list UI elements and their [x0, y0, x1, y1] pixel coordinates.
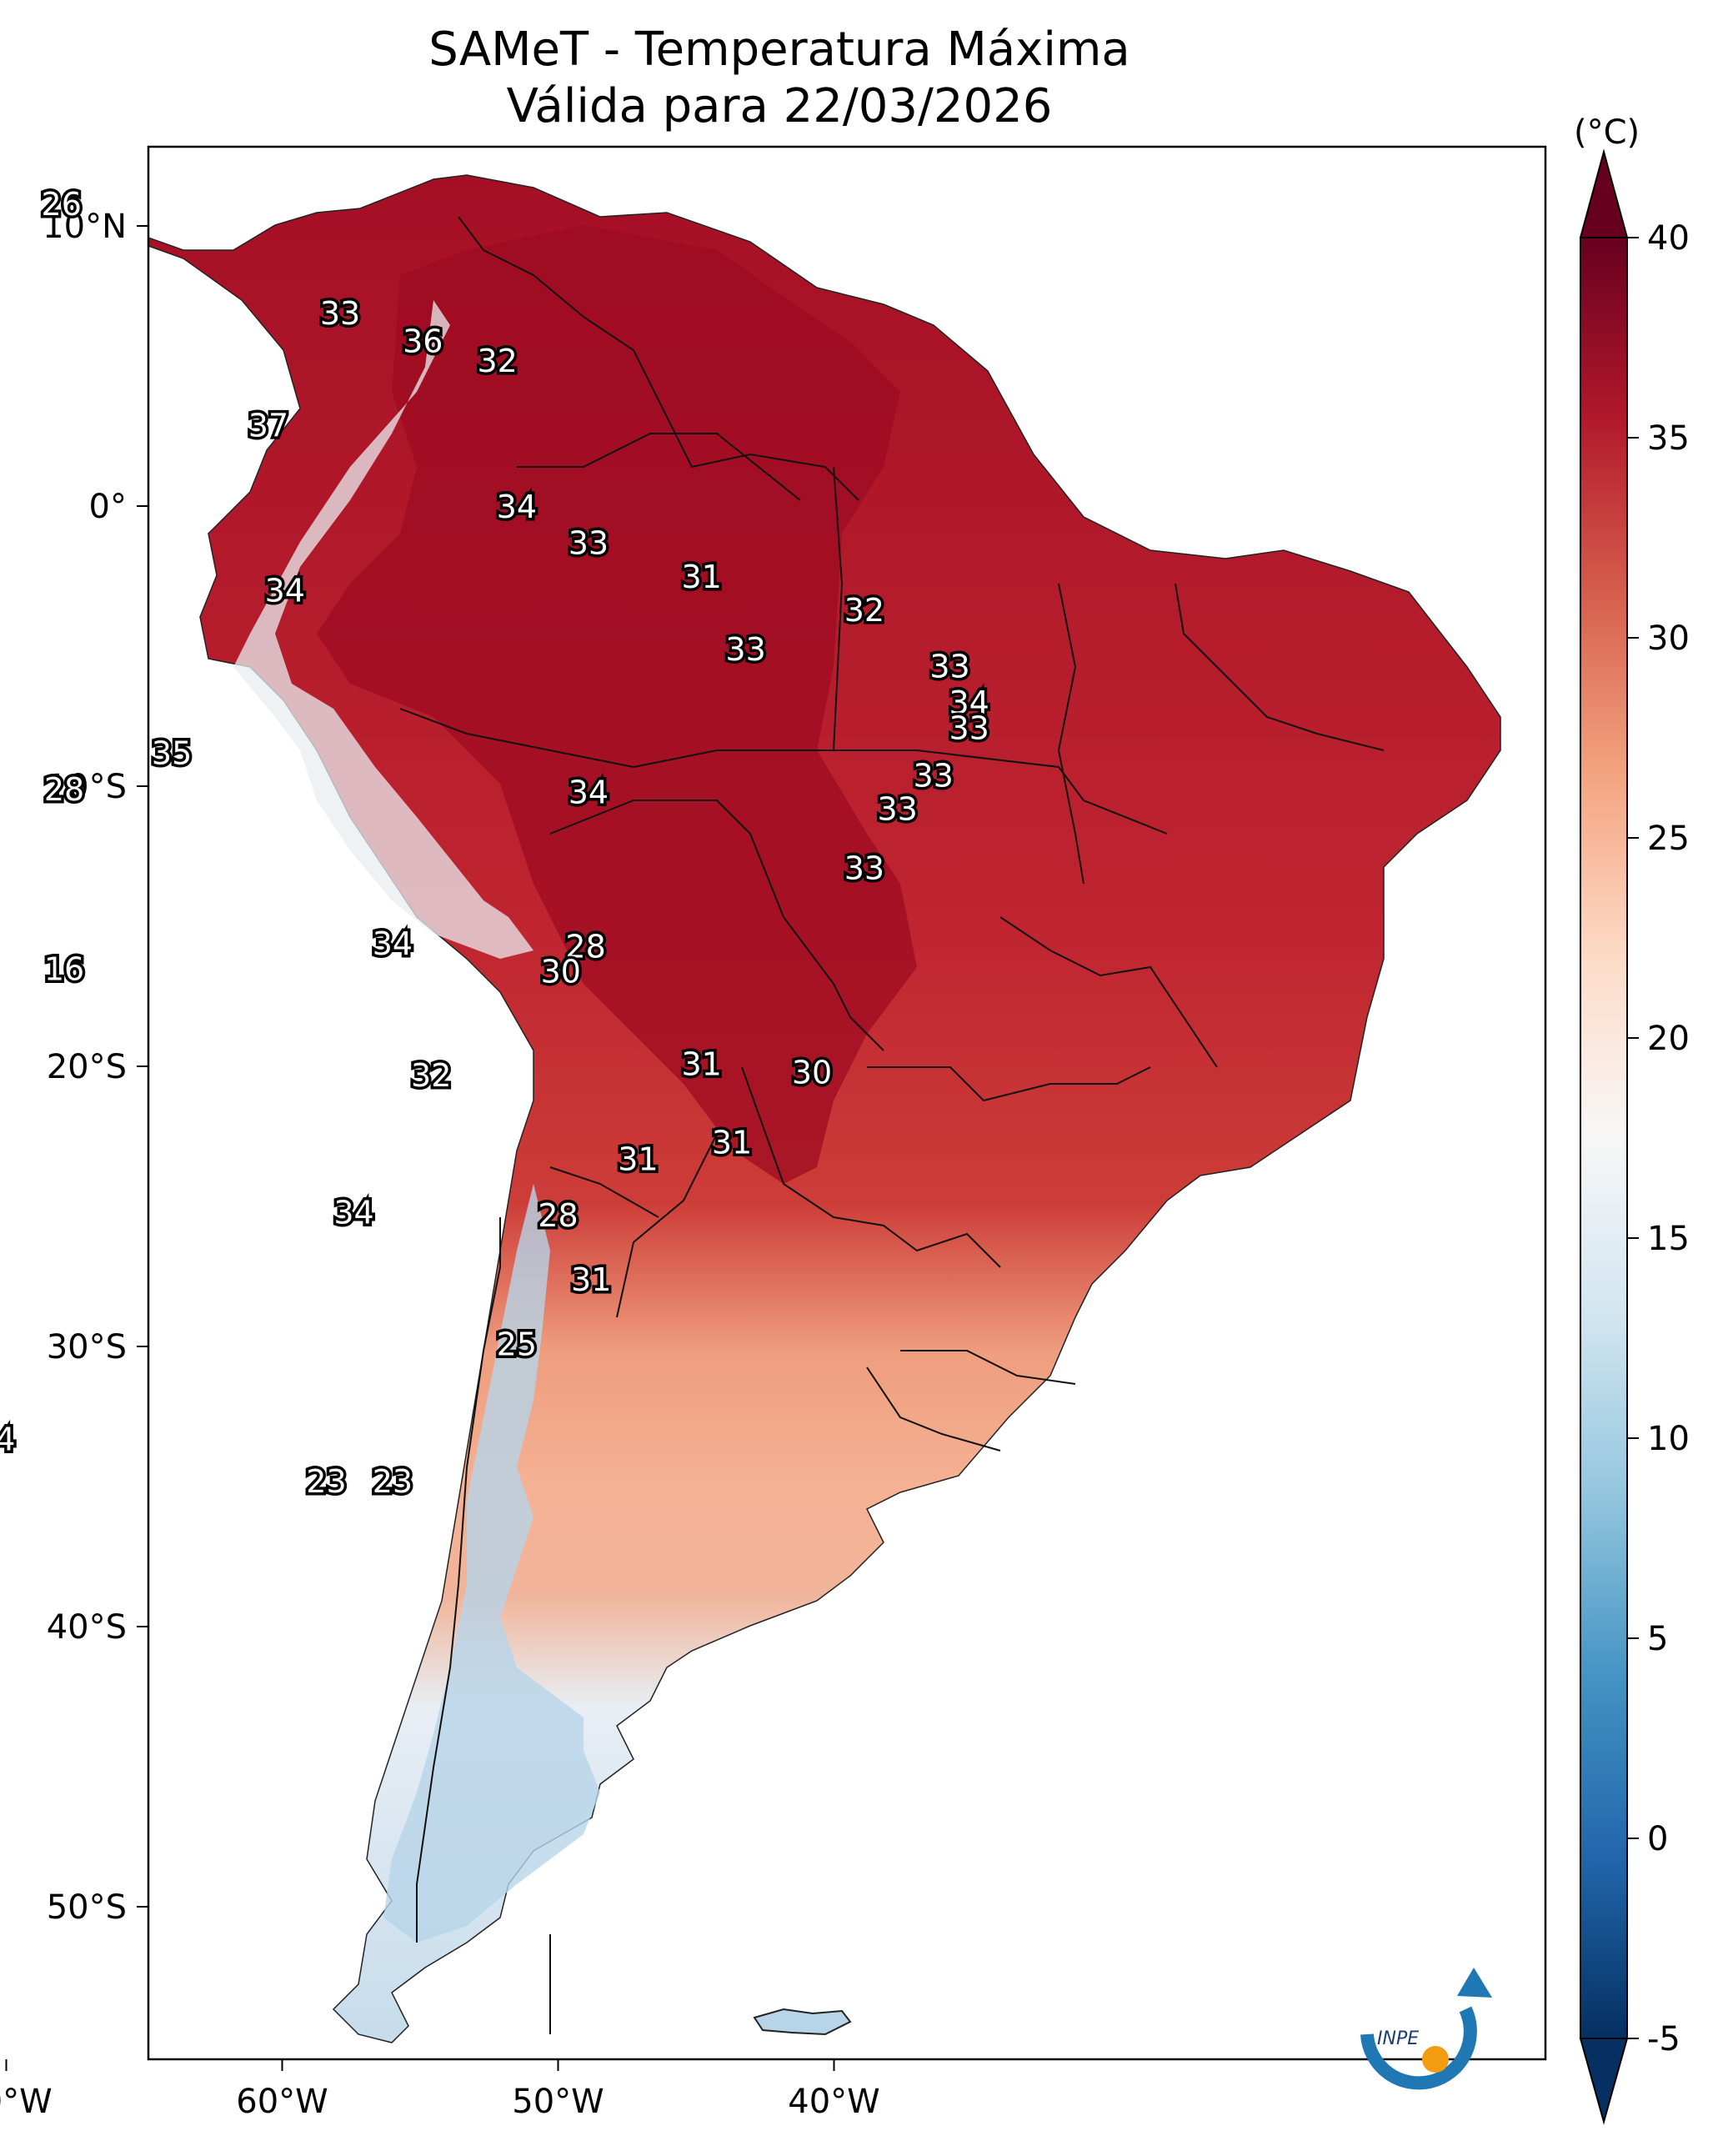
lon-tick-label: 70°W [0, 2083, 53, 2121]
temp-label: 16 [44, 950, 84, 987]
map-area [148, 174, 1501, 2043]
logo-swoosh [1360, 2006, 1477, 2090]
lon-tick-label: 50°W [512, 2083, 604, 2121]
map-frame [147, 145, 1547, 2061]
cool-andes-north [233, 300, 533, 959]
temp-label: 33 [929, 648, 969, 684]
colorbar-extend-max [1579, 148, 1629, 238]
colorbar-tick-label: -5 [1647, 2020, 1680, 2058]
hot-core-region [317, 225, 917, 1184]
axis-ticks: 80°W70°W60°W50°W40°W10°N0°10°S20°S30°S40… [0, 208, 880, 2121]
lon-tick-label: 60°W [236, 2083, 328, 2121]
temp-label: 32 [411, 1057, 451, 1094]
falkland-islands [753, 2008, 852, 2036]
lat-tick-label: 50°S [47, 1888, 127, 1927]
colorbar-unit: (°C) [1574, 113, 1640, 152]
cool-patagonia [383, 1184, 600, 1943]
temp-label: 37 [248, 407, 288, 444]
temp-label: 31 [681, 559, 721, 595]
lat-tick-label: 40°S [47, 1608, 127, 1647]
temp-label: 30 [541, 954, 581, 990]
colorbar-tick-label: 10 [1647, 1420, 1690, 1458]
temp-label: 33 [568, 525, 609, 562]
temp-label: 34 [373, 925, 413, 962]
lon-tick-label: 40°W [788, 2083, 879, 2121]
lat-tick-label: 20°S [47, 1048, 127, 1086]
temp-label: 31 [571, 1261, 611, 1298]
colorbar-tick-label: 25 [1647, 820, 1690, 858]
lat-tick-label: 10°S [47, 768, 127, 806]
temp-label: 33 [320, 295, 360, 332]
colorbar-extend-min [1579, 2038, 1629, 2125]
temp-label: 34 [949, 684, 989, 721]
temp-label: 32 [844, 592, 884, 629]
inpe-logo: INPE [1360, 1968, 1492, 2090]
colorbar-tick-label: 5 [1647, 1620, 1668, 1658]
temp-label: 23 [373, 1463, 413, 1500]
logo-orb [1422, 2046, 1449, 2073]
lat-tick-label: 30°S [47, 1328, 127, 1366]
colorbar-tick-label: 40 [1647, 219, 1690, 258]
temperature-labels: 2633363216373420333134323333343335332834… [0, 183, 992, 1502]
colorbar-tick-label: 20 [1647, 1020, 1690, 1058]
colorbar: 40 35 30 25 20 15 10 5 0 -5 (°C) [1574, 113, 1690, 2125]
map-title-line2: Válida para 22/03/2026 [506, 79, 1053, 133]
temp-label: 34 [265, 573, 305, 609]
lat-tick-label: 0° [89, 488, 127, 526]
temp-label: 26 [42, 186, 82, 223]
colorbar-tick-label: 35 [1647, 419, 1690, 458]
temp-label: 33 [877, 791, 917, 828]
temp-label: 34 [497, 489, 537, 525]
temp-label: 36 [403, 323, 443, 360]
colorbar-tick-label: 15 [1647, 1220, 1690, 1258]
temp-label: 23 [306, 1463, 346, 1500]
temp-label: 25 [497, 1326, 537, 1363]
political-borders [399, 216, 1385, 2034]
temp-label: 34 [333, 1195, 373, 1231]
temp-label: 33 [949, 709, 989, 746]
logo-arrow [1457, 1968, 1492, 1998]
temp-label: 33 [844, 850, 884, 886]
temp-label: 28 [538, 1197, 578, 1234]
temp-label: 30 [792, 1055, 832, 1091]
temp-label: 34 [568, 775, 609, 811]
temp-label: 35 [152, 735, 192, 772]
colorbar-tick-label: 0 [1647, 1820, 1668, 1858]
map-title-line1: SAMeT - Temperatura Máxima [428, 23, 1130, 77]
lat-tick-label: 10°N [43, 208, 127, 246]
temp-label: 28 [565, 928, 605, 965]
temp-label: 32 [478, 343, 518, 379]
colorbar-ramp [1580, 237, 1628, 2039]
temp-label: 14 [0, 1421, 15, 1458]
temp-label: 33 [725, 631, 765, 668]
temp-label: 31 [681, 1046, 721, 1083]
temp-label: 33 [913, 757, 953, 794]
temp-label: 31 [712, 1125, 752, 1161]
logo-text: INPE [1377, 2028, 1419, 2049]
temp-label: 31 [618, 1141, 658, 1178]
temp-label: 28 [44, 771, 84, 808]
colorbar-tick-label: 30 [1647, 619, 1690, 658]
